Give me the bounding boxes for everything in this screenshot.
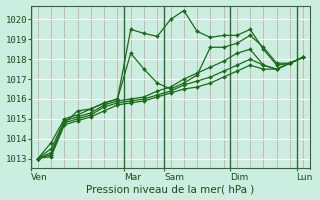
X-axis label: Pression niveau de la mer( hPa ): Pression niveau de la mer( hPa ) <box>86 184 255 194</box>
